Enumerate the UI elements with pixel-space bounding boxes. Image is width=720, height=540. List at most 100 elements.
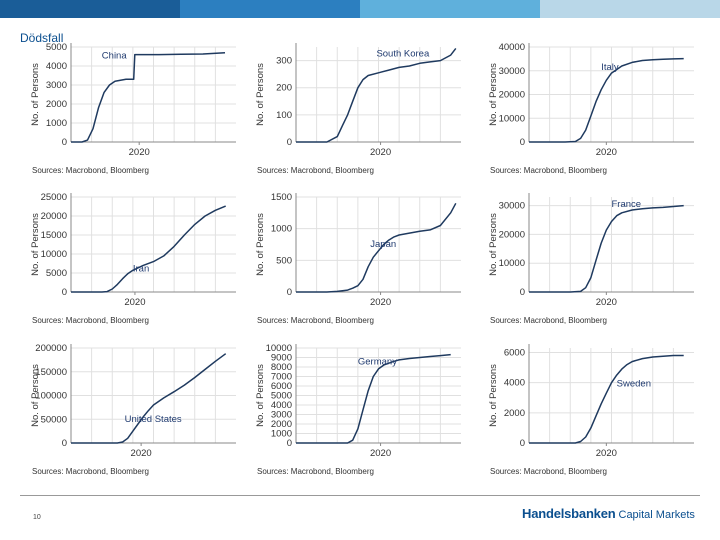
- y-tick-label: 10000: [499, 258, 525, 269]
- y-tick-label: 4000: [46, 61, 67, 72]
- y-tick-label: 1500: [271, 192, 292, 203]
- chart-title-united-states: United States: [125, 414, 182, 425]
- y-axis-label: No. of Persons: [255, 63, 266, 126]
- series-line-south-korea: [296, 47, 457, 143]
- header-bar-segment-4: [540, 0, 720, 18]
- y-tick-label: 0: [520, 137, 525, 148]
- x-tick-label: 2020: [596, 297, 617, 308]
- chart-title-south-korea: South Korea: [376, 48, 430, 59]
- source-note: Sources: Macrobond, Bloomberg: [257, 166, 374, 175]
- y-tick-label: 0: [287, 438, 292, 449]
- chart-title-china: China: [102, 51, 128, 62]
- source-note: Sources: Macrobond, Bloomberg: [490, 166, 607, 175]
- series-line-iran: [71, 205, 226, 293]
- source-note: Sources: Macrobond, Bloomberg: [257, 467, 374, 476]
- footer-divider: [20, 495, 700, 496]
- series-line-sweden: [529, 354, 684, 444]
- series-line-china: [71, 51, 226, 143]
- brand-name-bold: Handelsbanken: [522, 506, 616, 521]
- chart-france: 0 10000 20000 30000 2020 No. of Persons France: [488, 193, 694, 308]
- x-tick-label: 2020: [131, 448, 152, 459]
- y-tick-label: 20000: [499, 90, 525, 101]
- y-tick-label: 0: [520, 438, 525, 449]
- y-tick-label: 10000: [266, 343, 292, 354]
- source-note: Sources: Macrobond, Bloomberg: [32, 166, 149, 175]
- y-tick-label: 9000: [271, 353, 292, 364]
- y-tick-label: 1000: [271, 429, 292, 440]
- chart-title-japan: Japan: [370, 239, 396, 250]
- y-tick-label: 2000: [46, 99, 67, 110]
- page-number: 10: [33, 514, 41, 521]
- x-tick-label: 2020: [124, 297, 145, 308]
- y-tick-label: 2000: [504, 408, 525, 419]
- y-tick-label: 0: [520, 287, 525, 298]
- chart-title-sweden: Sweden: [617, 379, 651, 390]
- y-tick-label: 8000: [271, 362, 292, 373]
- header-bar-segment-1: [0, 0, 180, 18]
- y-tick-label: 150000: [35, 367, 67, 378]
- chart-title-france: France: [612, 199, 642, 210]
- y-axis-label: No. of Persons: [488, 364, 499, 427]
- y-tick-label: 4000: [271, 400, 292, 411]
- y-tick-label: 1000: [46, 118, 67, 129]
- y-axis-label: No. of Persons: [30, 63, 41, 126]
- chart-title-italy: Italy: [601, 62, 619, 73]
- y-tick-label: 2000: [271, 419, 292, 430]
- chart-china: 0 1000 2000 3000 4000 5000 2020 No. of Persons C…: [30, 42, 236, 158]
- chart-iran: 0 5000 10000 15000 20000 25000 2020 No. of Pers…: [30, 192, 236, 308]
- y-tick-label: 20000: [41, 211, 67, 222]
- y-tick-label: 3000: [46, 80, 67, 91]
- y-tick-label: 15000: [41, 230, 67, 241]
- y-axis-label: No. of Persons: [30, 213, 41, 276]
- chart-south-korea: 0 100 200 300 2020 No. of Persons South Korea: [255, 43, 461, 158]
- y-tick-label: 40000: [499, 42, 525, 53]
- y-tick-label: 4000: [504, 378, 525, 389]
- y-tick-label: 200000: [35, 343, 67, 354]
- y-tick-label: 20000: [499, 229, 525, 240]
- y-tick-label: 50000: [41, 414, 67, 425]
- y-tick-label: 100000: [35, 391, 67, 402]
- series-line-germany: [296, 353, 451, 444]
- x-tick-label: 2020: [596, 147, 617, 158]
- y-axis-label: No. of Persons: [488, 63, 499, 126]
- y-tick-label: 5000: [46, 42, 67, 53]
- source-note: Sources: Macrobond, Bloomberg: [32, 467, 149, 476]
- series-line-italy: [529, 57, 684, 143]
- series-line-united-states: [71, 353, 227, 444]
- chart-italy: 0 10000 20000 30000 40000 2020 No. of Persons I…: [488, 42, 694, 158]
- y-tick-label: 30000: [499, 201, 525, 212]
- page-title: Dödsfall: [20, 31, 64, 45]
- chart-united-states: 0 50000 100000 150000 200000 2020 No. of Perso…: [30, 343, 236, 459]
- header-bar-segment-3: [360, 0, 540, 18]
- chart-sweden: 0 2000 4000 6000 2020 No. of Persons Sweden: [488, 344, 694, 459]
- y-tick-label: 6000: [271, 381, 292, 392]
- chart-title-germany: Germany: [358, 356, 397, 367]
- y-tick-label: 0: [287, 137, 292, 148]
- source-note: Sources: Macrobond, Bloomberg: [490, 316, 607, 325]
- source-note: Sources: Macrobond, Bloomberg: [257, 316, 374, 325]
- x-tick-label: 2020: [370, 147, 391, 158]
- y-axis-label: No. of Persons: [255, 364, 266, 427]
- source-note: Sources: Macrobond, Bloomberg: [490, 467, 607, 476]
- brand-name-regular: Capital Markets: [618, 509, 695, 521]
- y-tick-label: 0: [62, 137, 67, 148]
- y-tick-label: 3000: [271, 410, 292, 421]
- y-tick-label: 10000: [41, 249, 67, 260]
- y-tick-label: 200: [276, 83, 292, 94]
- y-tick-label: 0: [62, 287, 67, 298]
- y-tick-label: 300: [276, 56, 292, 67]
- x-tick-label: 2020: [370, 448, 391, 459]
- y-tick-label: 5000: [46, 268, 67, 279]
- y-tick-label: 7000: [271, 372, 292, 383]
- y-axis-label: No. of Persons: [255, 213, 266, 276]
- header-color-bar: [0, 0, 720, 18]
- chart-title-iran: Iran: [133, 263, 149, 274]
- y-axis-label: No. of Persons: [30, 364, 41, 427]
- series-line-france: [529, 204, 684, 293]
- y-tick-label: 30000: [499, 66, 525, 77]
- y-tick-label: 5000: [271, 391, 292, 402]
- y-tick-label: 10000: [499, 113, 525, 124]
- x-tick-label: 2020: [596, 448, 617, 459]
- y-tick-label: 0: [287, 287, 292, 298]
- y-tick-label: 0: [62, 438, 67, 449]
